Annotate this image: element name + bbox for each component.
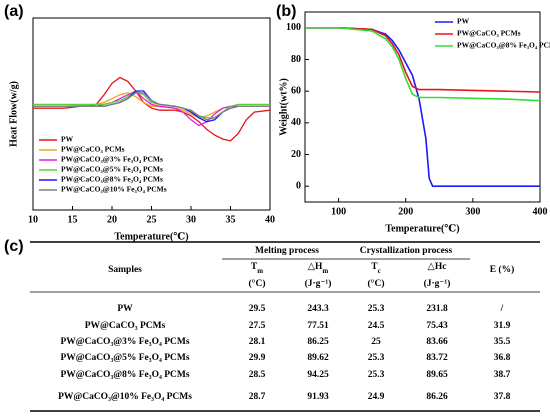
legend-label: PW@CaCO₃@3% Fe₃O₄ PCMs — [61, 155, 163, 164]
cell: 91.93 — [307, 392, 329, 402]
y-tick-label: 20 — [291, 149, 301, 160]
cell: 35.5 — [494, 337, 511, 347]
y-tick-label: 80 — [291, 54, 301, 65]
y-tick-label: 0 — [296, 180, 301, 191]
header-base: △H — [308, 262, 323, 272]
cell: 25 — [371, 337, 381, 347]
cell: 25.3 — [368, 304, 385, 314]
x-tick-label: 30 — [186, 214, 196, 225]
data-line — [305, 27, 541, 93]
y-tick-label: 40 — [291, 117, 301, 128]
column-header: △Hc — [428, 262, 447, 272]
legend-label: PW@CaCO₃ PCMs — [61, 145, 125, 154]
x-tick-label: 10 — [28, 214, 38, 225]
panel-label: (b) — [276, 3, 296, 20]
data-line — [33, 92, 270, 121]
header-sub: m — [322, 267, 328, 275]
x-tick-label: 20 — [107, 214, 117, 225]
x-tick-label: 25 — [147, 214, 157, 225]
cell: 86.26 — [426, 392, 448, 402]
legend-label: PW@CaCO₃@5% Fe₃O₄ PCMs — [61, 165, 163, 174]
cell: 75.43 — [426, 321, 448, 331]
unit: (J·g⁻¹) — [424, 278, 451, 289]
column-header: Tc — [371, 262, 380, 274]
x-axis-title: Temperature(℃) — [114, 231, 188, 242]
unit: (°C) — [249, 278, 266, 289]
cell: 28.1 — [249, 337, 266, 347]
unit: (°C) — [368, 278, 385, 289]
legend-label: PW — [61, 135, 74, 144]
legend-label: PW@CaCO₃@8% Fe₃O₄ PCMs — [457, 41, 550, 50]
unit: (J·g⁻¹) — [305, 278, 332, 289]
cell: 24.9 — [368, 392, 385, 402]
group-header: Crystallization process — [360, 246, 453, 256]
y-tick-label: 100 — [286, 22, 301, 33]
x-axis-title: Temperature(℃) — [385, 223, 459, 234]
row-label: PW — [117, 304, 133, 314]
x-tick-label: 300 — [465, 206, 480, 217]
y-tick-label: 60 — [291, 85, 301, 96]
cell: 25.3 — [368, 370, 385, 380]
header-base: T — [371, 262, 378, 272]
cell: 28.7 — [249, 392, 266, 402]
cell: 25.3 — [368, 353, 385, 363]
cell: 31.9 — [494, 321, 511, 331]
y-axis-title: Heat Flow(w/g) — [8, 81, 19, 147]
cell: 38.7 — [494, 370, 511, 380]
data-line — [33, 76, 271, 142]
column-header: △Hm — [308, 262, 329, 274]
cell: 27.5 — [249, 321, 266, 331]
cell: 24.5 — [368, 321, 385, 331]
cell: 29.9 — [249, 353, 266, 363]
cell: 28.5 — [249, 370, 266, 380]
y-axis-title: Weight(wt%) — [278, 78, 289, 136]
cell: 94.25 — [307, 370, 329, 380]
data-line — [305, 27, 541, 102]
panel-label: (c) — [4, 238, 24, 255]
cell: 231.8 — [426, 304, 448, 314]
header-base: △Hc — [428, 262, 447, 272]
x-tick-label: 100 — [331, 206, 346, 217]
cell: / — [500, 304, 504, 314]
cell: 83.72 — [426, 353, 448, 363]
panel-label: (a) — [4, 3, 24, 20]
legend-label: PW — [457, 17, 470, 26]
row-label: PW@CaCO₃@10% Fe₃O₄ PCMs — [58, 392, 192, 402]
cell: 36.8 — [494, 353, 511, 363]
column-header: Tm — [251, 262, 263, 274]
group-header: Melting process — [255, 246, 319, 256]
plot-frame — [304, 11, 541, 203]
cell: 86.25 — [307, 337, 329, 347]
row-label: PW@CaCO₃@8% Fe₃O₄ PCMs — [60, 370, 189, 380]
x-tick-label: 35 — [226, 214, 236, 225]
x-tick-label: 15 — [68, 214, 78, 225]
legend-label: PW@CaCO₃@8% Fe₃O₄ PCMs — [61, 175, 163, 184]
data-line — [305, 27, 540, 187]
legend-label: PW@CaCO₃ PCMs — [457, 29, 521, 38]
x-tick-label: 40 — [265, 214, 275, 225]
cell: 89.65 — [426, 370, 448, 380]
cell: 83.66 — [426, 337, 448, 347]
legend-label: PW@CaCO₃@10% Fe₃O₄ PCMs — [61, 185, 167, 194]
cell: 89.62 — [307, 353, 329, 363]
row-label: PW@CaCO₃@3% Fe₃O₄ PCMs — [60, 337, 189, 347]
header-sub: c — [378, 267, 381, 275]
x-tick-label: 200 — [398, 206, 413, 217]
column-header: Samples — [108, 265, 142, 275]
column-header: E (%) — [490, 264, 515, 275]
row-label: PW@CaCO₃@5% Fe₃O₄ PCMs — [60, 353, 189, 363]
cell: 77.51 — [307, 321, 329, 331]
row-label: PW@CaCO₃ PCMs — [85, 321, 166, 331]
cell: 243.3 — [307, 304, 329, 314]
header-base: T — [251, 262, 258, 272]
cell: 29.5 — [249, 304, 266, 314]
cell: 37.8 — [494, 392, 511, 402]
header-sub: m — [257, 267, 263, 275]
x-tick-label: 400 — [533, 206, 548, 217]
